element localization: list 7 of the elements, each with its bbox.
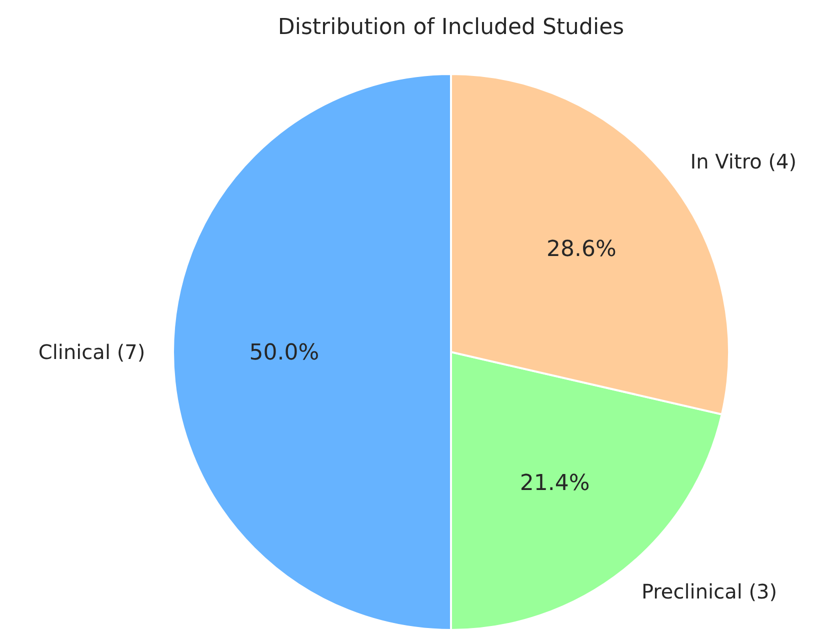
- data-label: 50.0%: [249, 340, 320, 366]
- data-label: 28.6%: [546, 236, 616, 262]
- slice-label: In Vitro (4): [690, 150, 797, 174]
- data-label: 21.4%: [520, 471, 590, 496]
- chart-title: Distribution of Included Studies: [278, 15, 624, 40]
- slice-label: Clinical (7): [38, 340, 146, 364]
- slice-label: Preclinical (3): [641, 579, 778, 604]
